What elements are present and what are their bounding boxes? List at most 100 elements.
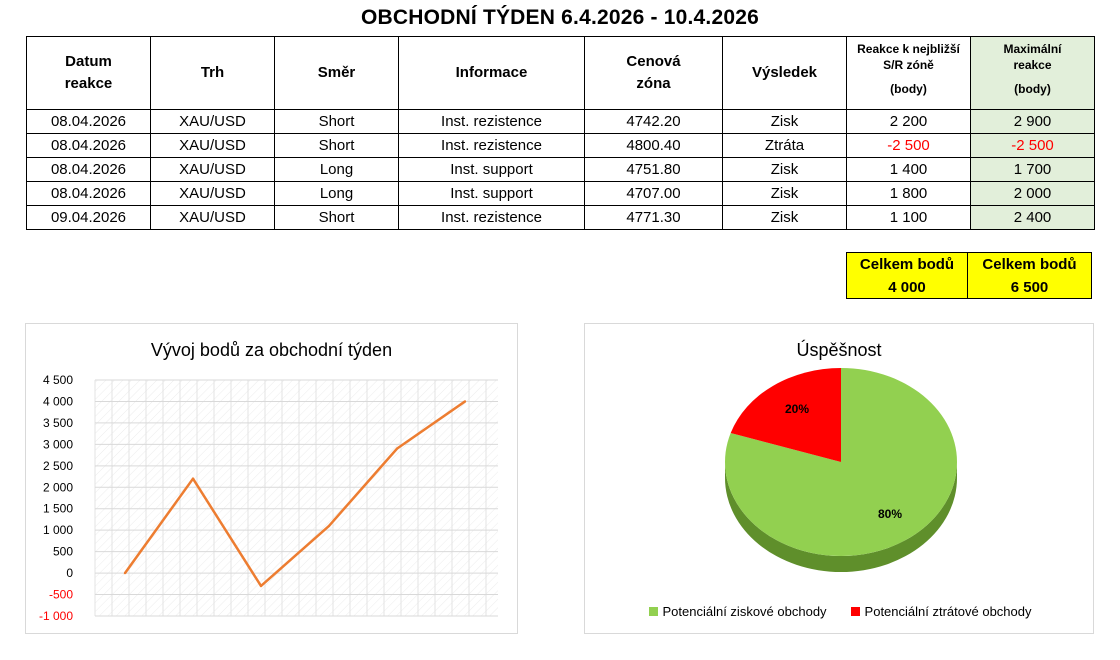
cell-zone: 4800.40 [584,133,723,158]
table-row: 08.04.2026 XAU/USD Short Inst. rezistence 47… [26,109,1095,134]
table-row: 08.04.2026 XAU/USD Long Inst. support 4707.0… [26,181,1095,206]
plot-area-background [95,380,498,616]
pie-chart-title: Úspěšnost [796,340,882,360]
cell-direction: Short [274,133,399,158]
data-point [123,571,127,575]
col-header-date: Datum reakce [26,36,151,110]
cell-direction: Short [274,109,399,134]
y-tick-label: 0 [66,566,73,580]
table-header-row: Datum reakce Trh Směr Informace Cenová zón… [26,36,1095,110]
y-tick-label: 4 000 [43,394,73,408]
cell-reaction: 1 800 [846,181,971,206]
cell-direction: Long [274,181,399,206]
y-tick-label: 500 [53,545,73,559]
legend-swatch-loss [850,606,860,616]
cell-zone: 4742.20 [584,109,723,134]
trades-table: Datum reakce Trh Směr Informace Cenová zón… [26,36,1095,230]
pie-side-win [725,462,957,572]
y-tick-label: 1 000 [43,523,73,537]
table-row: 09.04.2026 XAU/USD Short Inst. rezistence 47… [26,205,1095,230]
cell-reaction: 1 400 [846,157,971,182]
cell-direction: Short [274,205,399,230]
cell-reaction: -2 500 [846,133,971,158]
col-header-reaction: Reakce k nejbližší S/R zóně (body) [846,36,971,110]
cell-market: XAU/USD [150,133,275,158]
col-header-zone: Cenová zóna [584,36,723,110]
cell-result: Ztráta [722,133,847,158]
cell-info: Inst. rezistence [398,109,585,134]
cell-info: Inst. rezistence [398,133,585,158]
y-tick-label: -1 000 [39,609,73,623]
total-reaction-label: Celkem bodů [859,256,955,273]
col-header-direction: Směr [274,36,399,110]
y-tick-label: 3 000 [43,437,73,451]
pie-legend: Potenciální ziskové obchody Potenciální … [611,599,1069,623]
table-row: 08.04.2026 XAU/USD Long Inst. support 4751.8… [26,157,1095,182]
legend-item-win: Potenciální ziskové obchody [648,603,827,619]
data-point [259,584,263,588]
cell-zone: 4707.00 [584,181,723,206]
report-title: OBCHODNÍ TÝDEN 6.4.2026 - 10.4.2026 [360,6,759,29]
pie-label-win: 80% [878,507,902,521]
cell-date: 08.04.2026 [26,157,151,182]
data-point [327,524,331,528]
data-point [395,447,399,450]
line-chart: Vývoj bodů za obchodní týden -1 000 -500 0… [25,323,518,634]
y-tick-label: 4 500 [43,373,73,387]
cell-market: XAU/USD [150,205,275,230]
legend-label-win: Potenciální ziskové obchody [662,603,827,619]
y-tick-label: 3 500 [43,416,73,430]
cell-date: 09.04.2026 [26,205,151,230]
pie-chart-plot: 80% 20% [725,368,957,572]
cell-max: 2 900 [970,109,1095,134]
cell-max: 2 000 [970,181,1095,206]
cell-market: XAU/USD [150,157,275,182]
legend-label-loss: Potenciální ztrátové obchody [864,603,1032,619]
cell-market: XAU/USD [150,109,275,134]
cell-info: Inst. rezistence [398,205,585,230]
table-row: 08.04.2026 XAU/USD Short Inst. rezistence 48… [26,133,1095,158]
cell-direction: Long [274,157,399,182]
col-header-market: Trh [150,36,275,110]
total-max-label: Celkem bodů [982,256,1077,273]
pie-chart: Úspěšnost 80% 20% Potenciální ziskové obc… [584,323,1094,634]
cell-max: 2 400 [970,205,1095,230]
data-point [463,400,467,403]
cell-result: Zisk [722,109,847,134]
cell-info: Inst. support [398,157,585,182]
total-reaction-value: 4 000 [888,279,926,296]
cell-date: 08.04.2026 [26,181,151,206]
y-tick-label: -500 [49,588,73,602]
col-header-max-reaction: Maximální reakce (body) [970,36,1095,110]
cell-info: Inst. support [398,181,585,206]
y-tick-label: 1 500 [43,502,73,516]
cell-market: XAU/USD [150,181,275,206]
pie-slice-loss [730,368,841,462]
cell-zone: 4751.80 [584,157,723,182]
total-max-value: 6 500 [1010,279,1049,296]
data-point [191,477,195,480]
cell-zone: 4771.30 [584,205,723,230]
cell-date: 08.04.2026 [26,133,151,158]
y-tick-label: 2 500 [43,459,73,473]
totals: Celkem bodů 4 000 Celkem bodů 6 500 [846,252,1092,299]
line-chart-title: Vývoj bodů za obchodní týden [150,340,393,360]
line-chart-plot: -1 000 -500 0 500 1 000 1 500 2 000 2 500 3 000 3… [39,373,498,623]
series-line [123,400,466,588]
cell-result: Zisk [722,181,847,206]
cell-max: 1 700 [970,157,1095,182]
cell-reaction: 2 200 [846,109,971,134]
cell-result: Zisk [722,157,847,182]
pie-label-loss: 20% [785,402,809,416]
col-header-result: Výsledek [722,36,847,110]
cell-date: 08.04.2026 [26,109,151,134]
cell-result: Zisk [722,205,847,230]
total-reaction-box: Celkem bodů 4 000 [846,252,968,299]
col-header-info: Informace [398,36,585,110]
cell-reaction: 1 100 [846,205,971,230]
total-max-box: Celkem bodů 6 500 [968,252,1092,299]
y-tick-label: 2 000 [43,480,73,494]
cell-max: -2 500 [970,133,1095,158]
legend-item-loss: Potenciální ztrátové obchody [850,603,1032,619]
legend-swatch-win [648,606,658,616]
